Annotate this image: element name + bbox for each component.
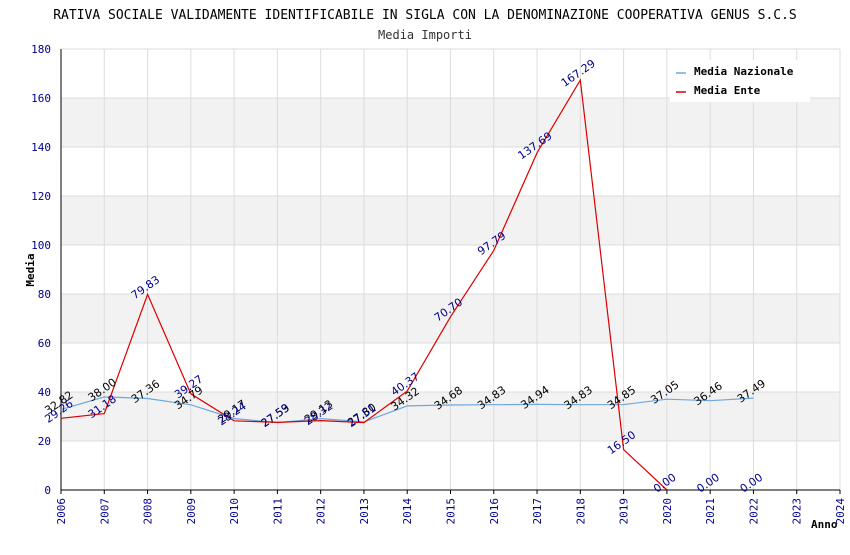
y-tick-label: 0 <box>44 484 51 497</box>
y-tick-label: 60 <box>38 337 51 350</box>
x-tick-label: 2015 <box>445 498 458 525</box>
x-tick-label: 2021 <box>704 498 717 525</box>
x-tick-label: 2006 <box>55 498 68 525</box>
y-tick-label: 20 <box>38 435 51 448</box>
x-tick-label: 2008 <box>142 498 155 525</box>
x-tick-label: 2010 <box>228 498 241 525</box>
data-label-media-ente: 167.29 <box>559 57 598 90</box>
y-tick-label: 80 <box>38 288 51 301</box>
x-tick-label: 2009 <box>185 498 198 525</box>
x-tick-label: 2016 <box>488 498 501 525</box>
data-label-media-ente: 0.00 <box>651 471 679 496</box>
y-tick-label: 120 <box>31 190 51 203</box>
x-tick-label: 2019 <box>618 498 631 525</box>
y-tick-label: 100 <box>31 239 51 252</box>
y-tick-label: 180 <box>31 43 51 56</box>
x-tick-label: 2014 <box>401 498 414 525</box>
y-tick-label: 140 <box>31 141 51 154</box>
x-tick-label: 2007 <box>98 498 111 525</box>
legend: Media Nazionale Media Ente <box>670 60 810 102</box>
chart-subtitle: Media Importi <box>378 28 472 42</box>
x-tick-label: 2011 <box>271 498 284 525</box>
y-axis-label: Media <box>24 253 37 286</box>
series-lines <box>60 78 754 491</box>
y-tick-labels: 0 20 40 60 80 100 120 140 160 180 <box>31 43 51 497</box>
x-axis-label: Anno <box>811 518 838 531</box>
x-tick-label: 2018 <box>574 498 587 525</box>
series-line-media-ente <box>60 78 668 491</box>
chart-title: RATIVA SOCIALE VALIDAMENTE IDENTIFICABIL… <box>53 8 797 23</box>
x-tick-labels: 2006 2007 2008 2009 2010 2011 2012 2013 2014 2015… <box>55 498 847 525</box>
legend-label-media-nazionale: Media Nazionale <box>694 65 794 78</box>
legend-box <box>670 60 810 102</box>
x-tick-label: 2020 <box>661 498 674 525</box>
series-line-media-nazionale <box>60 396 754 424</box>
x-tick-label: 2024 <box>834 498 847 525</box>
x-tick-label: 2012 <box>315 498 328 525</box>
legend-label-media-ente: Media Ente <box>694 84 761 97</box>
y-tick-label: 40 <box>38 386 51 399</box>
data-label-media-ente: 0.00 <box>738 471 766 496</box>
x-tick-label: 2017 <box>531 498 544 525</box>
axes <box>60 49 841 494</box>
y-tick-label: 160 <box>31 92 51 105</box>
data-label-media-ente: 0.00 <box>694 471 722 496</box>
x-tick-label: 2013 <box>358 498 371 525</box>
x-tick-label: 2023 <box>791 498 804 525</box>
x-tick-label: 2022 <box>747 498 760 525</box>
